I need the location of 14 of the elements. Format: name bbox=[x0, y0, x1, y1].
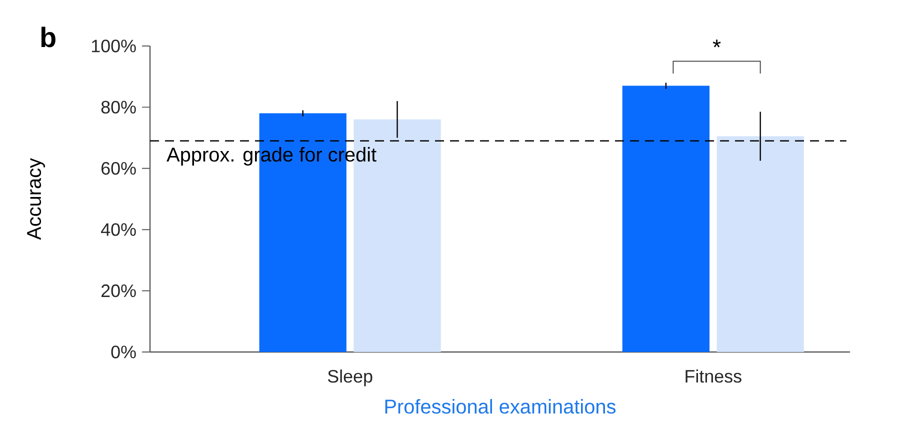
bar bbox=[716, 136, 804, 352]
y-tick-label: 40% bbox=[101, 223, 136, 236]
annotation: * bbox=[712, 40, 721, 48]
x-tick-label: Fitness bbox=[686, 370, 742, 383]
y-tick-label: 60% bbox=[102, 162, 136, 175]
x-axis-title: Professional examinations bbox=[385, 399, 616, 414]
y-tick-label: 20% bbox=[102, 284, 136, 298]
y-tick-label: 80% bbox=[101, 100, 136, 114]
x-tick-label: Sleep bbox=[328, 370, 372, 386]
bar bbox=[622, 86, 710, 352]
chart-title: b bbox=[41, 26, 56, 48]
y-tick-label: 0% bbox=[111, 346, 136, 358]
y-axis-title: Accuracy bbox=[27, 158, 45, 240]
y-tick-label: 100% bbox=[92, 40, 136, 52]
